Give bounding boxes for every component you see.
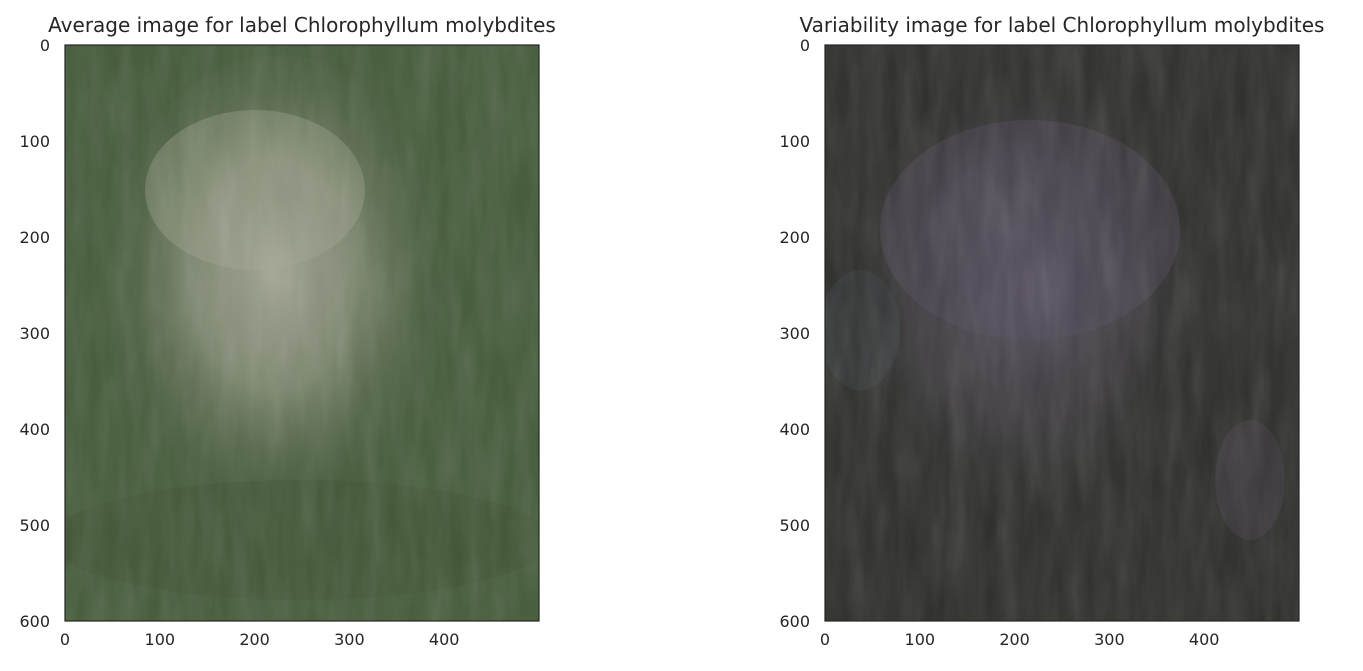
average-image-panel: Average image for label Chlorophyllum mo… <box>19 13 555 649</box>
chart-title: Average image for label Chlorophyllum mo… <box>48 13 556 37</box>
x-tick-label: 100 <box>905 630 936 649</box>
y-tick-label: 200 <box>19 228 50 247</box>
x-tick-label: 0 <box>60 630 70 649</box>
y-tick-label: 600 <box>779 612 810 631</box>
y-tick-label: 200 <box>779 228 810 247</box>
y-tick-label: 0 <box>40 36 50 55</box>
variability-image <box>820 45 1299 621</box>
x-tick-label: 300 <box>334 630 365 649</box>
x-tick-label: 400 <box>429 630 460 649</box>
y-tick-label: 100 <box>19 132 50 151</box>
variability-image-panel: Variability image for label Chlorophyllu… <box>779 13 1324 649</box>
y-tick-label: 0 <box>800 36 810 55</box>
x-tick-label: 0 <box>820 630 830 649</box>
y-tick-label: 500 <box>19 516 50 535</box>
x-tick-label: 200 <box>239 630 270 649</box>
y-tick-label: 400 <box>19 420 50 439</box>
y-tick-label: 300 <box>779 324 810 343</box>
y-tick-label: 300 <box>19 324 50 343</box>
chart-title: Variability image for label Chlorophyllu… <box>800 13 1325 37</box>
y-tick-label: 100 <box>779 132 810 151</box>
average-image <box>50 45 550 621</box>
x-tick-label: 400 <box>1189 630 1220 649</box>
x-tick-label: 200 <box>999 630 1030 649</box>
x-tick-label: 300 <box>1094 630 1125 649</box>
y-tick-label: 600 <box>19 612 50 631</box>
y-tick-label: 400 <box>779 420 810 439</box>
y-tick-label: 500 <box>779 516 810 535</box>
x-tick-label: 100 <box>145 630 176 649</box>
